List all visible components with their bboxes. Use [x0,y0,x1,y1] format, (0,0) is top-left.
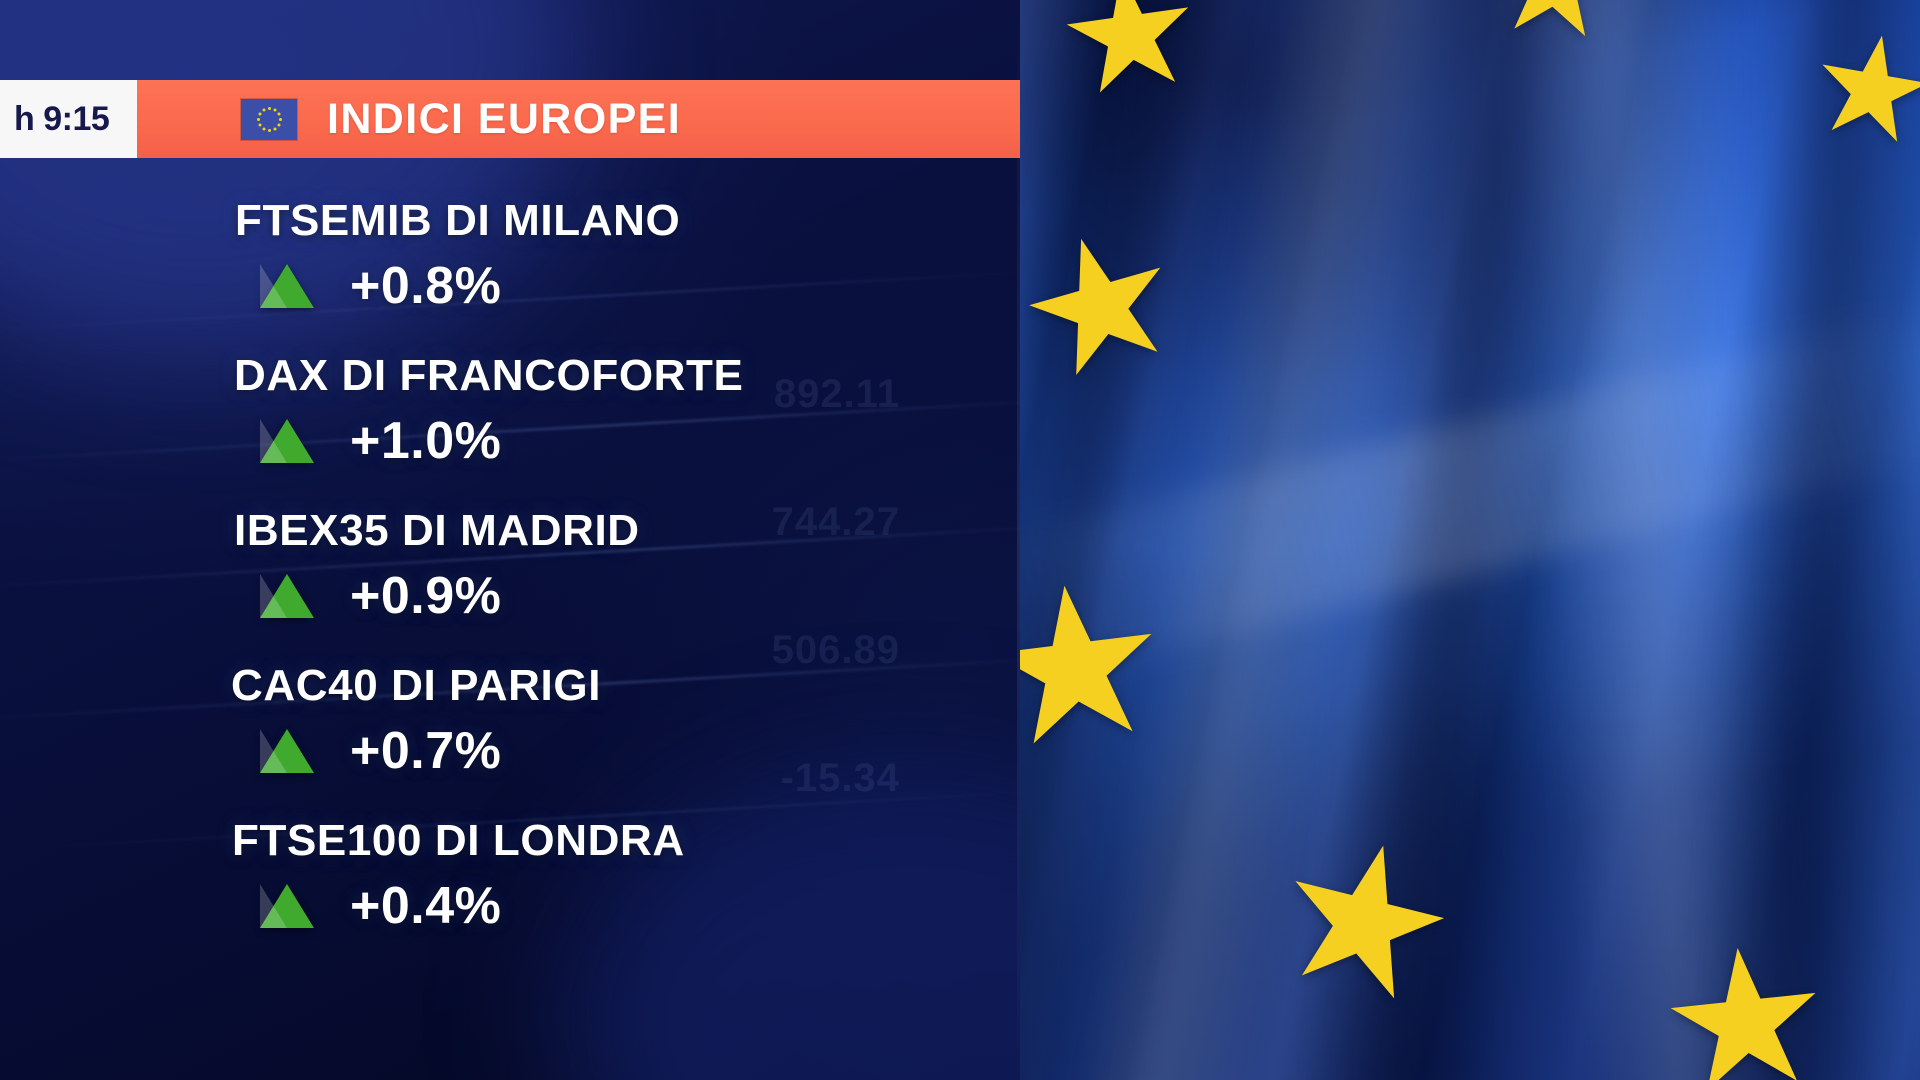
index-change: +0.9% [260,566,501,626]
time-badge: h 9:15 [0,80,137,158]
index-row: IBEX35 DI MADRID +0.9% [0,506,1020,661]
index-change: +0.7% [260,721,501,781]
eu-star: ★ [1649,905,1841,1080]
title-bar: INDICI EUROPEI [137,80,1020,158]
indices-list: FTSEMIB DI MILANO +0.8% DAX DI FRANCOFOR… [0,196,1020,971]
triangle-up-icon [260,729,314,773]
triangle-up-icon [260,884,314,928]
index-change-value: +0.9% [350,567,502,625]
page-title: INDICI EUROPEI [327,94,682,143]
index-change: +1.0% [260,411,501,471]
index-row: DAX DI FRANCOFORTE +1.0% [0,351,1020,506]
indices-panel: 892.11 744.27 506.89 -15.34 h 9:15 [0,0,1020,1080]
index-row: CAC40 DI PARIGI +0.7% [0,661,1020,816]
eu-star: ★ [1046,0,1214,131]
triangle-up-icon [260,264,314,308]
ghost-value: -15.34 [780,756,900,800]
background-ticker-values: 892.11 744.27 506.89 -15.34 [570,330,900,842]
ghost-value: 744.27 [771,500,900,544]
eu-flag-photo: ★ ★ ★ ★ ★ ★ ★ [1020,0,1920,1080]
ghost-value: 506.89 [771,628,900,672]
time-label: h 9:15 [14,99,110,138]
index-change-value: +0.4% [350,877,502,935]
eu-star-ring [256,106,282,132]
index-name: FTSEMIB DI MILANO [235,196,681,245]
index-row: FTSEMIB DI MILANO +0.8% [0,196,1020,351]
index-change-value: +1.0% [350,412,502,470]
index-row: FTSE100 DI LONDRA +0.4% [0,816,1020,971]
eu-star: ★ [1480,0,1631,71]
triangle-up-icon [260,574,314,618]
index-name: DAX DI FRANCOFORTE [234,351,744,400]
header-bar: h 9:15 [0,80,1020,158]
index-change: +0.4% [260,876,501,936]
triangle-up-icon [260,419,314,463]
index-change: +0.8% [260,256,501,316]
index-name: IBEX35 DI MADRID [234,506,640,555]
index-name: CAC40 DI PARIGI [231,661,602,710]
index-name: FTSE100 DI LONDRA [232,816,685,865]
index-change-value: +0.7% [350,722,502,780]
ghost-value: 892.11 [773,372,900,416]
eu-flag-icon [241,98,297,140]
index-change-value: +0.8% [350,257,502,315]
eu-star: ★ [1020,536,1182,793]
panel-edge [1017,0,1020,1080]
